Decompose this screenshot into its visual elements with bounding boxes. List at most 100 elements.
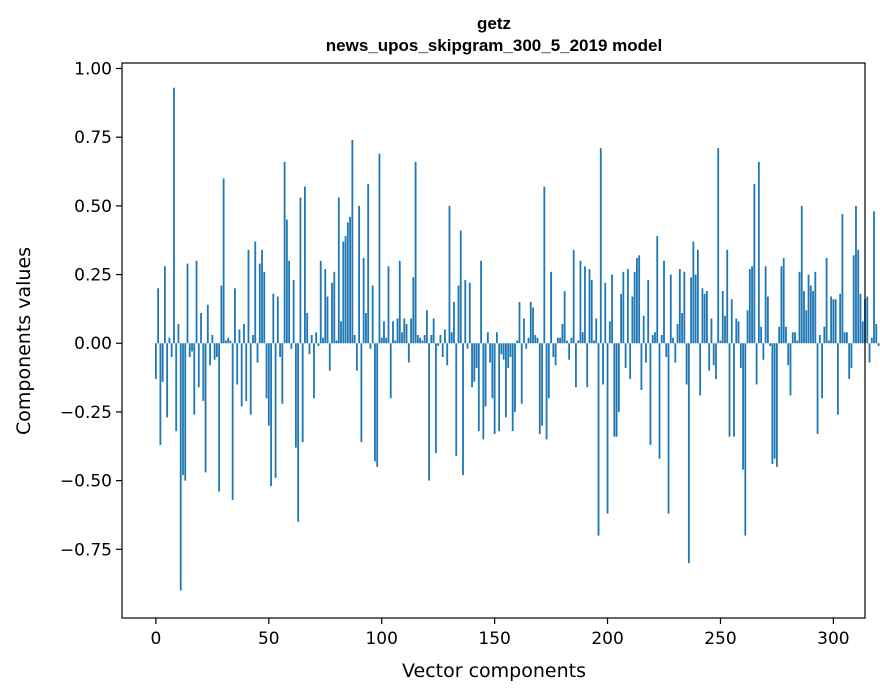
bar-141 [473, 343, 476, 382]
bar-180 [561, 324, 564, 344]
bar-111 [405, 324, 408, 344]
x-axis-ticks: 0 50 100 150 200 250 300 [150, 618, 850, 649]
bar-75 [324, 269, 327, 344]
bar-61 [292, 280, 295, 344]
bar-0 [154, 343, 157, 379]
bar-139 [468, 282, 471, 344]
bar-129 [446, 343, 449, 366]
bar-116 [416, 335, 419, 344]
bar-138 [466, 343, 469, 349]
bar-87 [351, 139, 354, 344]
bar-67 [306, 313, 309, 344]
bar-270 [764, 266, 767, 344]
bar-108 [398, 260, 401, 344]
bar-133 [455, 343, 458, 456]
bar-280 [787, 343, 790, 366]
y-tick-label: 0.25 [74, 266, 112, 286]
bar-73 [319, 260, 322, 344]
bar-66 [304, 186, 306, 344]
bar-192 [588, 269, 591, 344]
bar-172 [543, 186, 546, 344]
bar-300 [832, 299, 835, 344]
bar-273 [771, 343, 774, 465]
bar-215 [640, 343, 643, 390]
bar-131 [450, 332, 453, 344]
x-tick-label: 300 [817, 629, 849, 649]
bar-95 [369, 343, 372, 349]
bar-144 [480, 260, 482, 344]
bar-254 [728, 343, 731, 437]
bar-35 [234, 288, 236, 344]
bar-308 [850, 343, 853, 368]
bar-122 [430, 335, 433, 344]
bar-152 [498, 343, 501, 432]
bar-16 [191, 343, 193, 352]
bar-58 [285, 219, 288, 344]
bar-36 [236, 343, 239, 385]
bar-80 [335, 340, 338, 344]
bar-169 [536, 337, 539, 344]
bar-227 [667, 343, 670, 514]
bar-201 [608, 321, 611, 344]
bar-134 [457, 285, 460, 344]
bar-68 [308, 343, 311, 355]
bar-26 [213, 343, 216, 360]
bar-29 [220, 285, 223, 344]
bar-289 [807, 274, 810, 344]
bar-235 [685, 343, 688, 385]
bar-81 [337, 197, 340, 344]
bar-49 [265, 343, 268, 399]
bar-57 [283, 161, 286, 344]
bar-318 [873, 211, 875, 344]
bar-145 [482, 343, 485, 440]
bar-168 [534, 335, 537, 344]
bar-232 [678, 269, 681, 344]
bar-25 [211, 335, 214, 344]
bar-38 [240, 343, 243, 407]
plot-frame [121, 62, 866, 619]
bar-148 [489, 343, 492, 363]
bar-124 [435, 343, 437, 454]
bar-33 [229, 340, 232, 344]
bar-231 [676, 324, 679, 344]
bar-69 [310, 335, 313, 344]
bar-184 [570, 337, 573, 344]
bar-304 [841, 214, 844, 344]
bar-281 [789, 343, 792, 396]
bar-162 [520, 343, 523, 404]
bar-51 [270, 343, 272, 487]
bar-178 [556, 337, 559, 344]
bar-20 [200, 313, 202, 344]
bar-163 [523, 318, 525, 344]
bar-143 [477, 343, 480, 432]
bar-206 [620, 293, 622, 344]
bar-195 [595, 318, 598, 344]
bar-1 [157, 288, 160, 344]
bar-277 [780, 266, 783, 344]
bar-119 [423, 335, 426, 344]
bar-128 [444, 329, 446, 344]
bar-160 [516, 340, 519, 344]
bar-303 [839, 293, 842, 344]
bar-11 [179, 343, 182, 591]
bar-194 [593, 340, 595, 344]
bar-223 [658, 343, 661, 459]
bar-173 [545, 343, 548, 440]
x-tick-label: 50 [258, 629, 280, 649]
bar-242 [701, 288, 704, 344]
bar-187 [577, 340, 580, 344]
bar-312 [859, 293, 862, 344]
bar-3 [161, 343, 164, 382]
bar-102 [385, 337, 388, 344]
y-axis-ticks: −0.75 −0.50 −0.25 0.00 0.25 0.50 0.75 1.00 [60, 59, 122, 560]
bar-85 [346, 222, 349, 344]
bar-92 [362, 258, 365, 344]
bar-104 [389, 343, 392, 399]
bar-41 [247, 249, 250, 344]
bar-13 [184, 343, 187, 481]
bar-198 [602, 343, 604, 385]
bar-151 [495, 332, 498, 344]
bar-140 [471, 343, 473, 388]
bar-7 [170, 343, 173, 357]
chart-title: getz [477, 14, 511, 33]
